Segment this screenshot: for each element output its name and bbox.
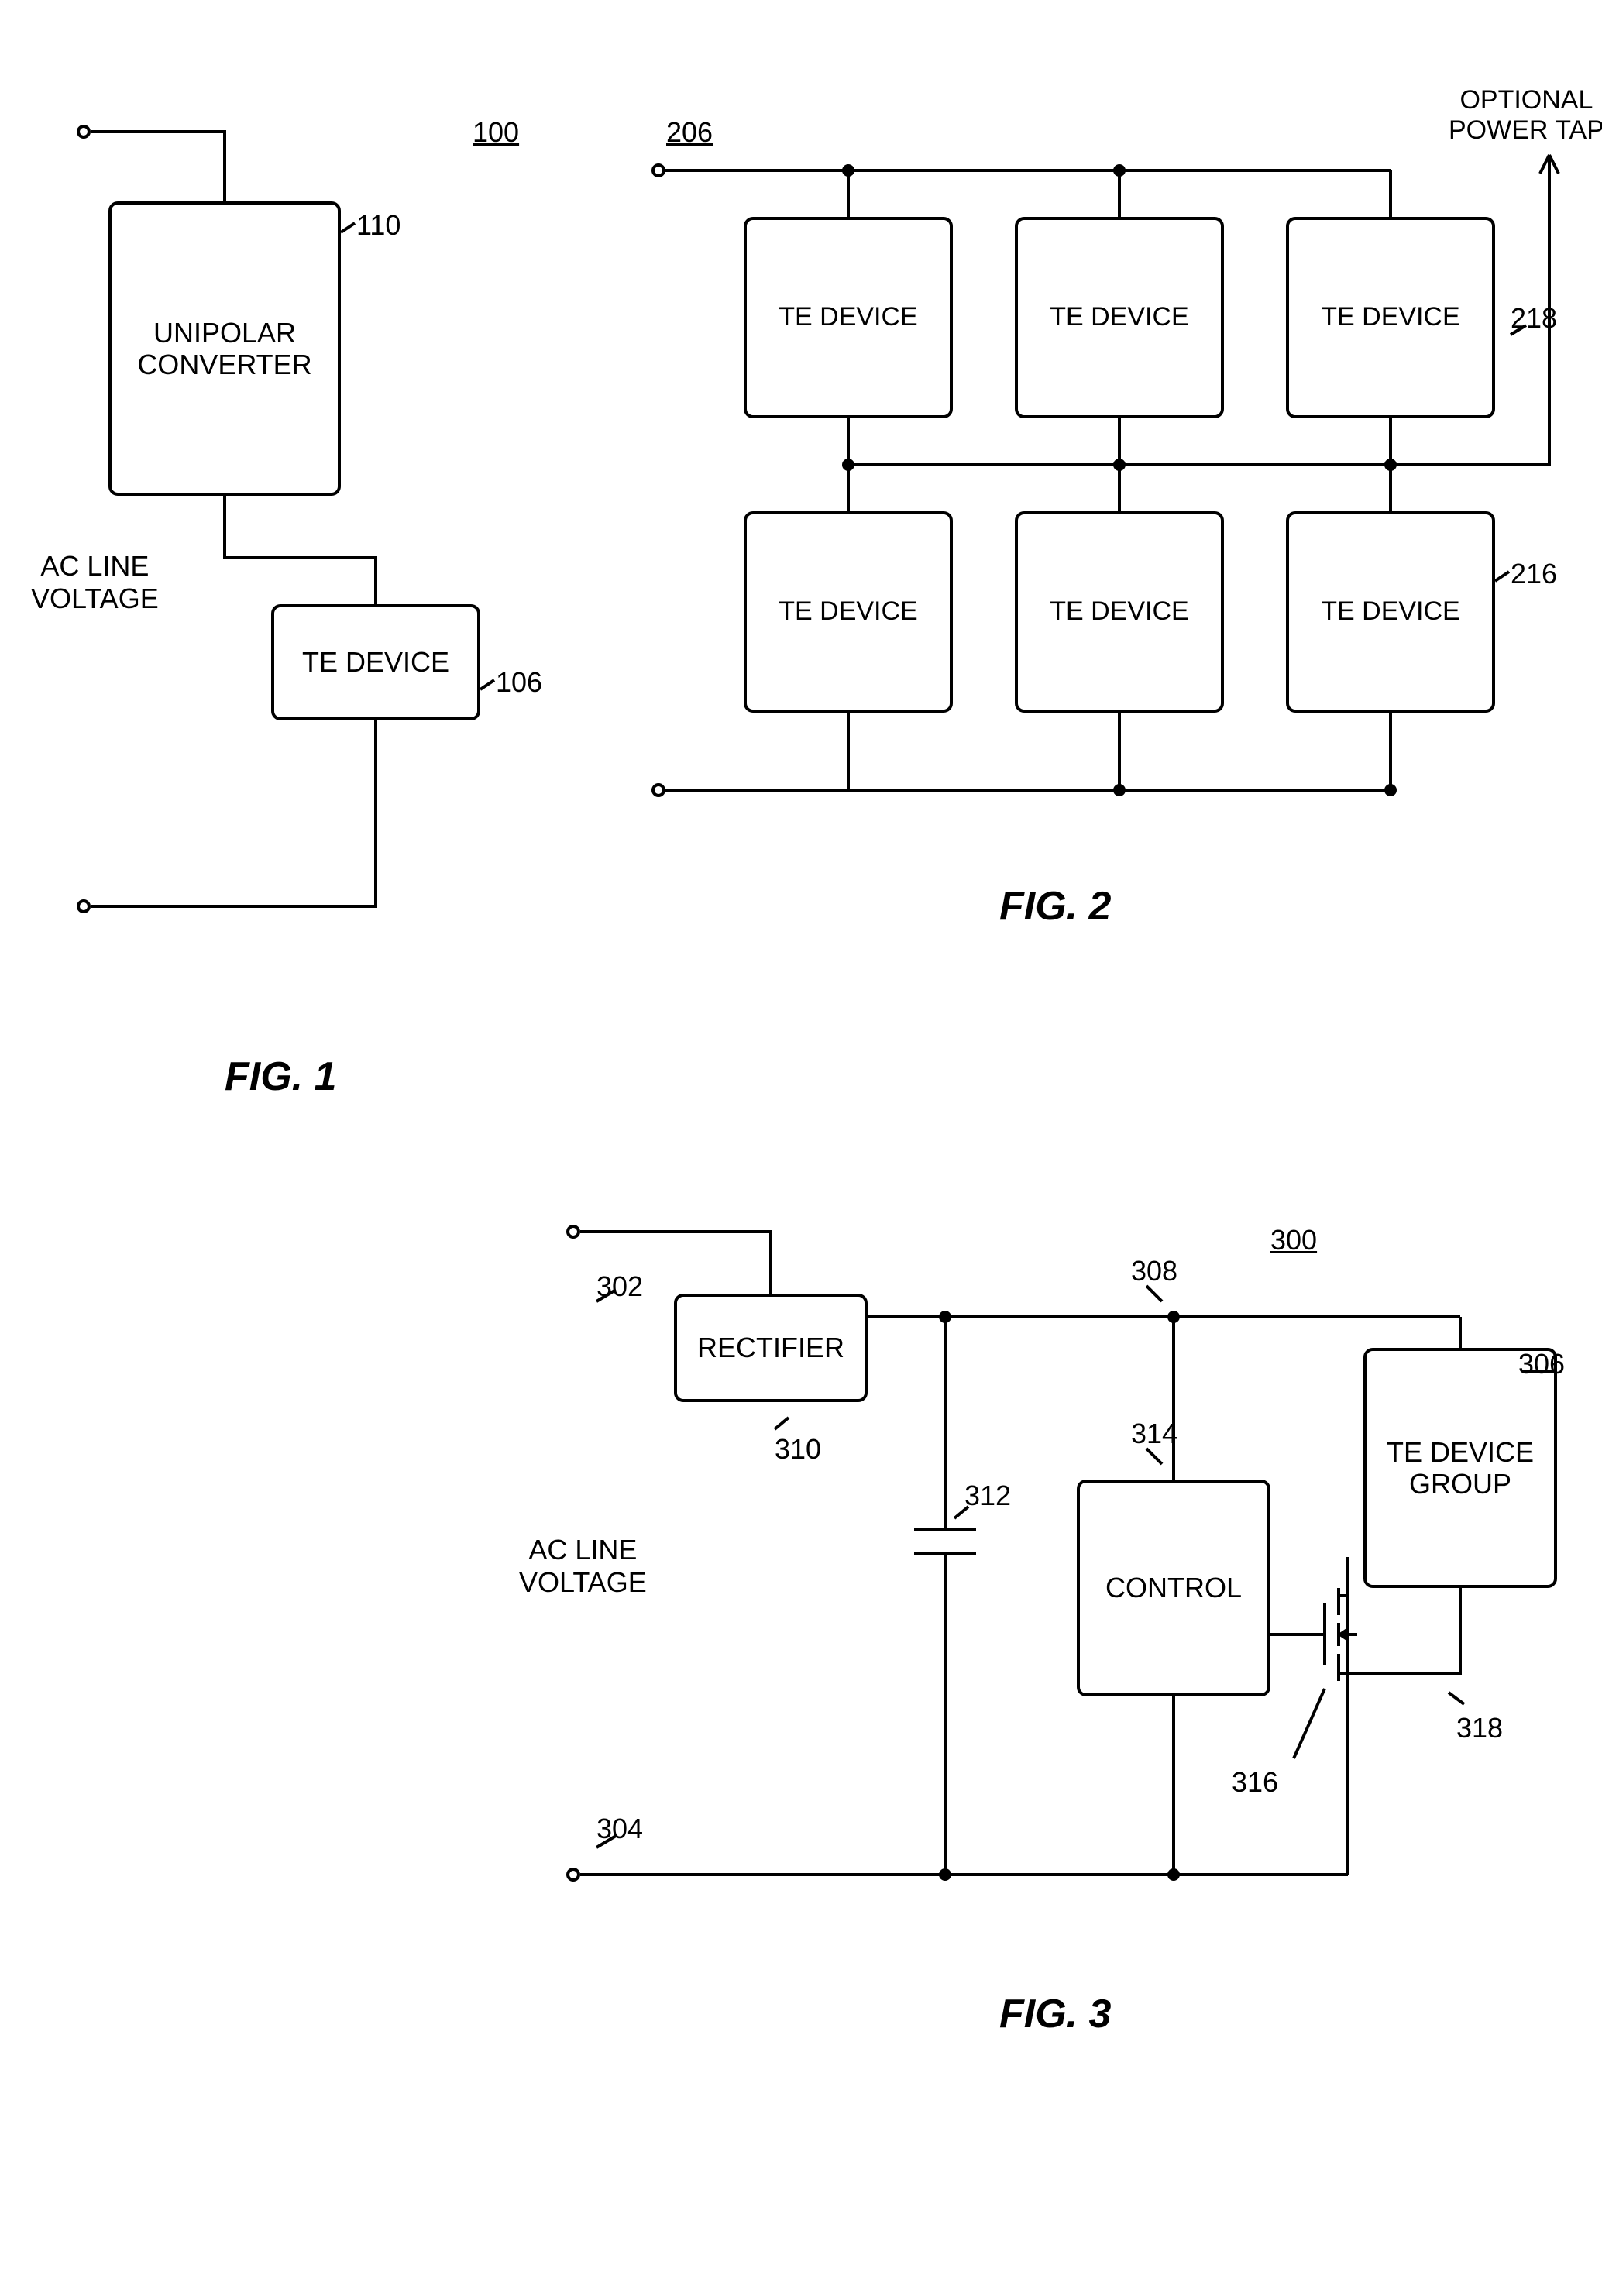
page: UNIPOLAR CONVERTER 110 TE DEVICE 106 100… bbox=[31, 31, 1571, 2265]
fig3-wires bbox=[31, 31, 1571, 2265]
